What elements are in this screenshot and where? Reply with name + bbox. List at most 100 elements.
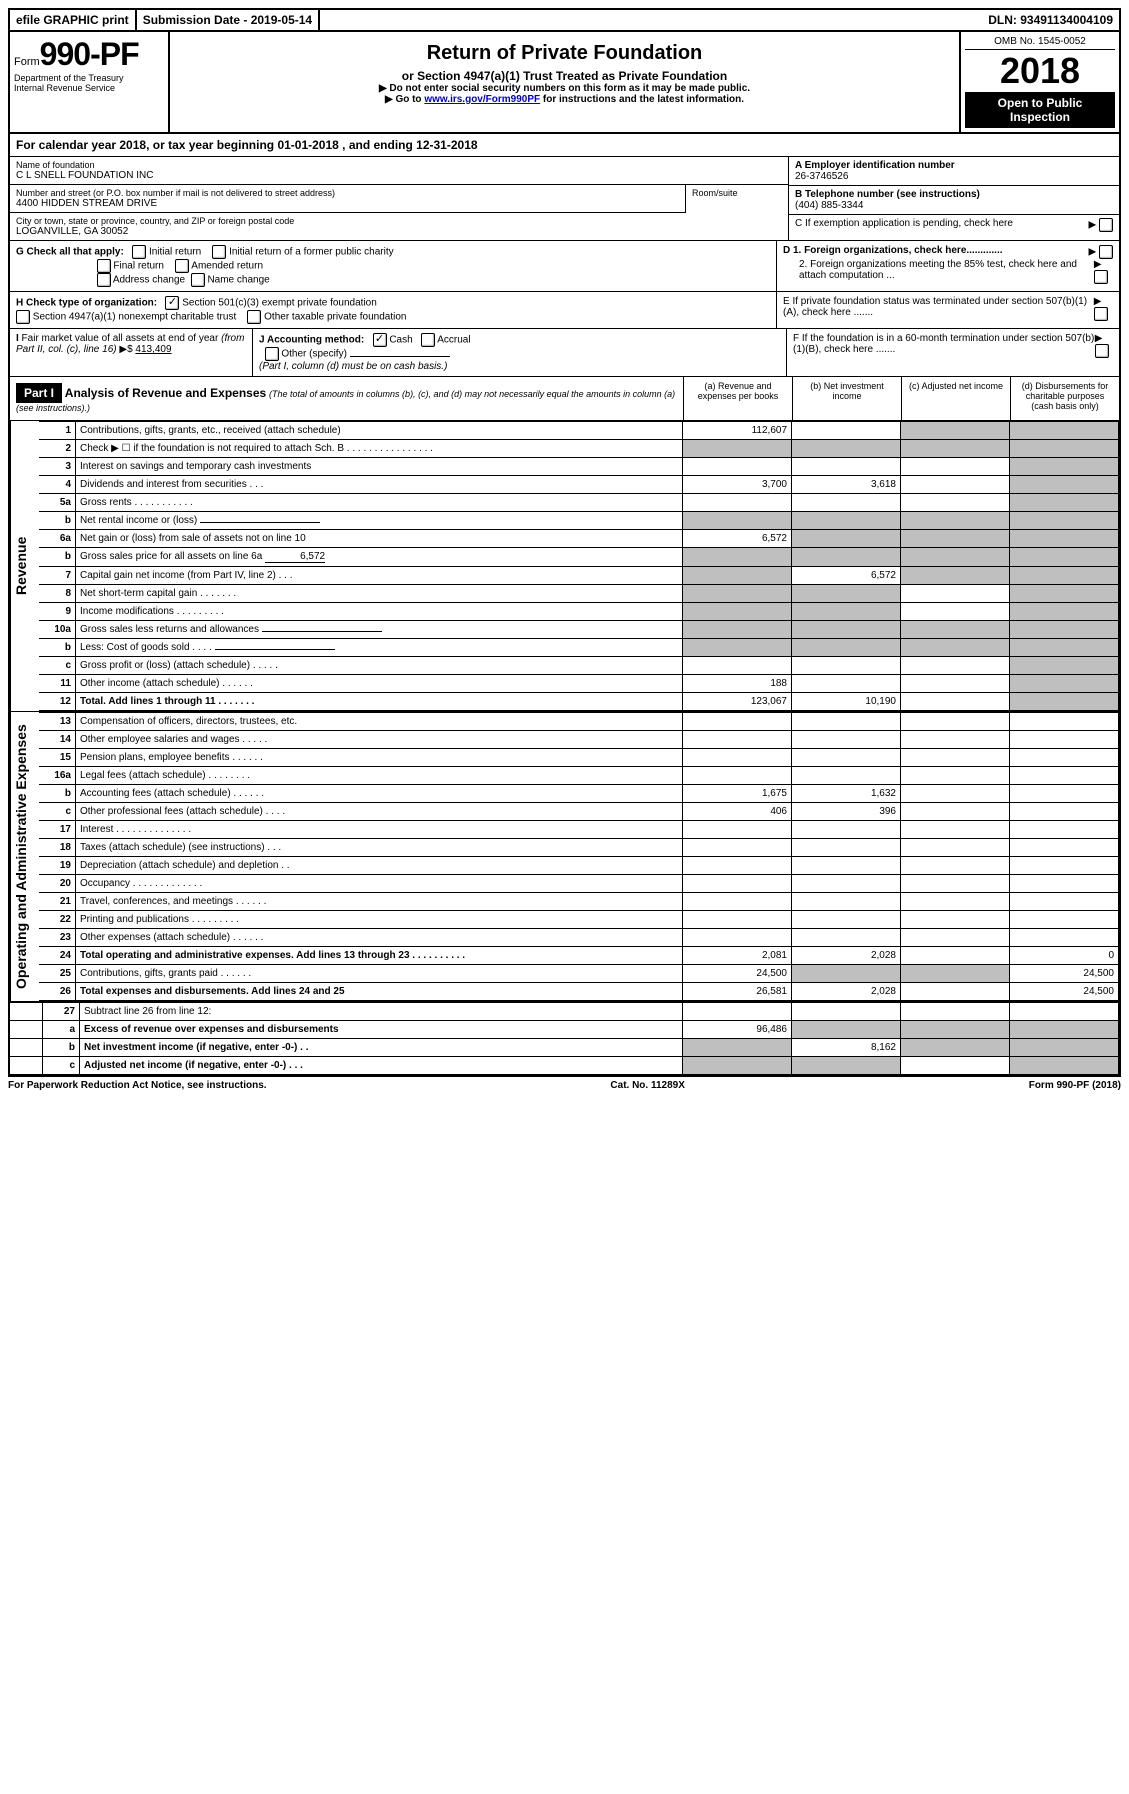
table-row: 19Depreciation (attach schedule) and dep… — [39, 857, 1119, 875]
phone-cell: B Telephone number (see instructions) (4… — [789, 186, 1119, 215]
dept-treasury: Department of the Treasury — [14, 73, 164, 83]
table-row: 15Pension plans, employee benefits . . .… — [39, 749, 1119, 767]
paperwork-notice: For Paperwork Reduction Act Notice, see … — [8, 1080, 267, 1091]
table-row: 4Dividends and interest from securities … — [39, 476, 1119, 494]
g-d-row: G Check all that apply: Initial return I… — [10, 241, 1119, 292]
g-address-checkbox[interactable] — [97, 273, 111, 287]
table-row: bAccounting fees (attach schedule) . . .… — [39, 785, 1119, 803]
open-public: Open to Public Inspection — [965, 92, 1115, 128]
table-row: 23Other expenses (attach schedule) . . .… — [39, 929, 1119, 947]
h-other-checkbox[interactable] — [247, 310, 261, 324]
table-row: 16aLegal fees (attach schedule) . . . . … — [39, 767, 1119, 785]
table-row: 5aGross rents . . . . . . . . . . . — [39, 494, 1119, 512]
goto-note: ▶ Go to www.irs.gov/Form990PF for instru… — [176, 94, 953, 105]
j-cash-checkbox[interactable] — [373, 333, 387, 347]
name-cell: Name of foundation C L SNELL FOUNDATION … — [10, 157, 788, 185]
table-row: cOther professional fees (attach schedul… — [39, 803, 1119, 821]
table-row: 17Interest . . . . . . . . . . . . . . — [39, 821, 1119, 839]
omb-number: OMB No. 1545-0052 — [965, 36, 1115, 50]
form-prefix: Form — [14, 56, 40, 68]
g-amended-checkbox[interactable] — [175, 259, 189, 273]
table-row: 9Income modifications . . . . . . . . . — [39, 603, 1119, 621]
table-row: 11Other income (attach schedule) . . . .… — [39, 675, 1119, 693]
form-container: efile GRAPHIC print Submission Date - 20… — [8, 8, 1121, 1077]
table-row: bGross sales price for all assets on lin… — [39, 548, 1119, 567]
top-bar: efile GRAPHIC print Submission Date - 20… — [10, 10, 1119, 32]
info-right-col: A Employer identification number 26-3746… — [788, 157, 1119, 240]
efile-label: efile GRAPHIC print — [10, 10, 137, 30]
irs-link[interactable]: www.irs.gov/Form990PF — [424, 94, 540, 105]
address-cell: Number and street (or P.O. box number if… — [10, 185, 686, 213]
d-section: D 1. Foreign organizations, check here..… — [777, 241, 1119, 291]
table-row: 21Travel, conferences, and meetings . . … — [39, 893, 1119, 911]
table-row: 10aGross sales less returns and allowanc… — [39, 621, 1119, 639]
f-section: F If the foundation is in a 60-month ter… — [787, 329, 1119, 376]
g-final-checkbox[interactable] — [97, 259, 111, 273]
table-row: 24Total operating and administrative exp… — [39, 947, 1119, 965]
form-subtitle: or Section 4947(a)(1) Trust Treated as P… — [176, 69, 953, 83]
summary-table: 27Subtract line 26 from line 12:aExcess … — [10, 1002, 1119, 1075]
table-row: 8Net short-term capital gain . . . . . .… — [39, 585, 1119, 603]
city-cell: City or town, state or province, country… — [10, 213, 788, 240]
table-row: 14Other employee salaries and wages . . … — [39, 731, 1119, 749]
cat-number: Cat. No. 11289X — [610, 1080, 684, 1091]
ein-cell: A Employer identification number 26-3746… — [789, 157, 1119, 186]
dln: DLN: 93491134004109 — [982, 10, 1119, 30]
col-c-header: (c) Adjusted net income — [901, 377, 1010, 420]
table-row: 20Occupancy . . . . . . . . . . . . . — [39, 875, 1119, 893]
footer: For Paperwork Reduction Act Notice, see … — [8, 1077, 1121, 1094]
g-section: G Check all that apply: Initial return I… — [10, 241, 777, 291]
expenses-section: Operating and Administrative Expenses 13… — [10, 712, 1119, 1002]
expenses-vert-label: Operating and Administrative Expenses — [10, 712, 39, 1001]
col-b-header: (b) Net investment income — [792, 377, 901, 420]
table-row: aExcess of revenue over expenses and dis… — [10, 1021, 1119, 1039]
header-row: Form990-PF Department of the Treasury In… — [10, 32, 1119, 134]
table-row: 26Total expenses and disbursements. Add … — [39, 983, 1119, 1001]
table-row: bLess: Cost of goods sold . . . . — [39, 639, 1119, 657]
col-a-header: (a) Revenue and expenses per books — [683, 377, 792, 420]
g-initial-former-checkbox[interactable] — [212, 245, 226, 259]
g-initial-checkbox[interactable] — [132, 245, 146, 259]
table-row: 25Contributions, gifts, grants paid . . … — [39, 965, 1119, 983]
header-center: Return of Private Foundation or Section … — [170, 32, 959, 132]
header-right: OMB No. 1545-0052 2018 Open to Public In… — [959, 32, 1119, 132]
col-d-header: (d) Disbursements for charitable purpose… — [1010, 377, 1119, 420]
table-row: 2Check ▶ ☐ if the foundation is not requ… — [39, 440, 1119, 458]
f-checkbox[interactable] — [1095, 344, 1109, 358]
j-accrual-checkbox[interactable] — [421, 333, 435, 347]
table-row: cAdjusted net income (if negative, enter… — [10, 1057, 1119, 1075]
table-row: 22Printing and publications . . . . . . … — [39, 911, 1119, 929]
info-left-col: Name of foundation C L SNELL FOUNDATION … — [10, 157, 788, 240]
info-grid: Name of foundation C L SNELL FOUNDATION … — [10, 157, 1119, 241]
part1-label: Part I Analysis of Revenue and Expenses … — [10, 377, 683, 420]
table-row: 12Total. Add lines 1 through 11 . . . . … — [39, 693, 1119, 711]
j-section: J Accounting method: Cash Accrual Other … — [253, 329, 787, 376]
form-title: Return of Private Foundation — [176, 42, 953, 65]
h-501c3-checkbox[interactable] — [165, 296, 179, 310]
c-checkbox[interactable] — [1099, 218, 1113, 232]
h-section: H Check type of organization: Section 50… — [10, 292, 777, 328]
h-4947-checkbox[interactable] — [16, 310, 30, 324]
table-row: 1Contributions, gifts, grants, etc., rec… — [39, 422, 1119, 440]
ijf-row: I Fair market value of all assets at end… — [10, 329, 1119, 377]
d1-checkbox[interactable] — [1099, 245, 1113, 259]
c-exemption-cell: C If exemption application is pending, c… — [789, 215, 1119, 235]
form-ref: Form 990-PF (2018) — [1029, 1080, 1121, 1091]
part1-header-row: Part I Analysis of Revenue and Expenses … — [10, 377, 1119, 421]
g-name-checkbox[interactable] — [191, 273, 205, 287]
submission-date: Submission Date - 2019-05-14 — [137, 10, 320, 30]
e-section: E If private foundation status was termi… — [777, 292, 1119, 328]
e-checkbox[interactable] — [1094, 307, 1108, 321]
revenue-section: Revenue 1Contributions, gifts, grants, e… — [10, 421, 1119, 712]
calendar-year-row: For calendar year 2018, or tax year begi… — [10, 134, 1119, 157]
header-left: Form990-PF Department of the Treasury In… — [10, 32, 170, 132]
room-suite-cell: Room/suite — [686, 185, 788, 213]
d2-checkbox[interactable] — [1094, 270, 1108, 284]
table-row: 18Taxes (attach schedule) (see instructi… — [39, 839, 1119, 857]
table-row: bNet investment income (if negative, ent… — [10, 1039, 1119, 1057]
j-other-checkbox[interactable] — [265, 347, 279, 361]
form-number: 990-PF — [40, 36, 139, 72]
table-row: bNet rental income or (loss) — [39, 512, 1119, 530]
expenses-table: 13Compensation of officers, directors, t… — [39, 712, 1119, 1001]
revenue-table: 1Contributions, gifts, grants, etc., rec… — [39, 421, 1119, 711]
